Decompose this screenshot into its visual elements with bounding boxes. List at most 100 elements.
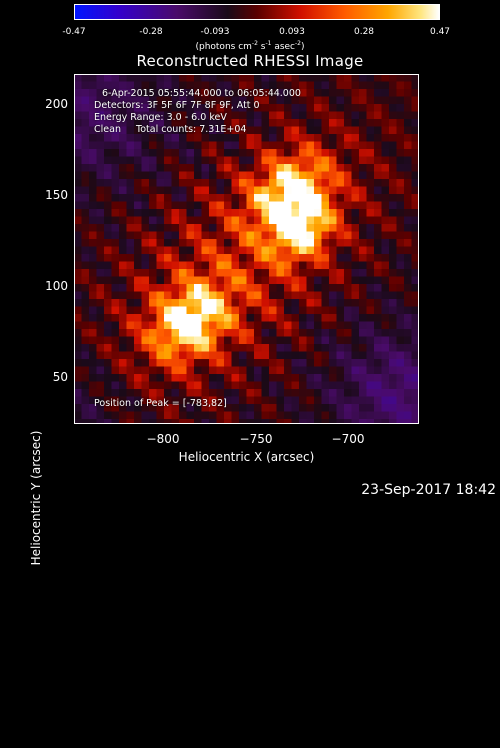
- heatmap-cell: [164, 119, 173, 128]
- heatmap-cell: [104, 89, 113, 98]
- heatmap-cell: [351, 216, 360, 225]
- heatmap-cell: [96, 329, 105, 338]
- heatmap-cell: [216, 381, 225, 390]
- heatmap-cell: [209, 321, 218, 330]
- heatmap-cell: [314, 359, 323, 368]
- heatmap-cell: [74, 149, 83, 158]
- heatmap-cell: [126, 366, 135, 375]
- heatmap-cell: [329, 126, 338, 135]
- heatmap-cell: [179, 156, 188, 165]
- heatmap-cell: [96, 359, 105, 368]
- heatmap-cell: [134, 186, 143, 195]
- heatmap-cell: [321, 366, 330, 375]
- heatmap-cell: [216, 209, 225, 218]
- heatmap-cell: [306, 209, 315, 218]
- heatmap-cell: [156, 156, 165, 165]
- heatmap-cell: [179, 404, 188, 413]
- heatmap-cell: [276, 209, 285, 218]
- heatmap-cell: [119, 216, 128, 225]
- heatmap-cell: [134, 224, 143, 233]
- heatmap-cell: [104, 246, 113, 255]
- heatmap-cell: [104, 201, 113, 210]
- heatmap-cell: [359, 366, 368, 375]
- heatmap-cell: [396, 411, 405, 420]
- heatmap-cell: [314, 126, 323, 135]
- heatmap-cell: [164, 306, 173, 315]
- heatmap-cell: [81, 224, 90, 233]
- heatmap-cell: [261, 224, 270, 233]
- heatmap-cell: [299, 96, 308, 105]
- heatmap-cell: [224, 96, 233, 105]
- heatmap-cell: [389, 306, 398, 315]
- heatmap-cell: [201, 74, 210, 83]
- heatmap-cell: [306, 231, 315, 240]
- heatmap-cell: [389, 389, 398, 398]
- heatmap-cell: [149, 156, 158, 165]
- heatmap-cell: [224, 141, 233, 150]
- heatmap-cell: [239, 246, 248, 255]
- heatmap-cell: [74, 314, 83, 323]
- heatmap-cell: [336, 149, 345, 158]
- heatmap-cell: [216, 134, 225, 143]
- heatmap-cell: [179, 141, 188, 150]
- heatmap-cell: [359, 126, 368, 135]
- heatmap-cell: [134, 321, 143, 330]
- heatmap-cell: [119, 329, 128, 338]
- annotation-time-range: 6-Apr-2015 05:55:44.000 to 06:05:44.000: [102, 88, 301, 99]
- heatmap-cell: [81, 119, 90, 128]
- heatmap-cell: [411, 81, 419, 90]
- heatmap-cell: [239, 216, 248, 225]
- heatmap-cell: [134, 104, 143, 113]
- heatmap-cell: [306, 254, 315, 263]
- heatmap-cell: [396, 194, 405, 203]
- heatmap-cell: [261, 111, 270, 120]
- heatmap-cell: [201, 216, 210, 225]
- heatmap-cell: [344, 284, 353, 293]
- heatmap-cell: [179, 389, 188, 398]
- heatmap-cell: [336, 111, 345, 120]
- heatmap-cell: [126, 246, 135, 255]
- heatmap-cell: [329, 194, 338, 203]
- heatmap-cell: [126, 336, 135, 345]
- heatmap-cell: [299, 134, 308, 143]
- heatmap-cell: [156, 254, 165, 263]
- heatmap-cell: [209, 411, 218, 420]
- heatmap-cell: [186, 291, 195, 300]
- heatmap-cell: [359, 389, 368, 398]
- heatmap-cell: [119, 321, 128, 330]
- heatmap-cell: [396, 186, 405, 195]
- heatmap-cell: [224, 381, 233, 390]
- heatmap-cell: [209, 254, 218, 263]
- heatmap-cell: [156, 321, 165, 330]
- heatmap-cell: [194, 81, 203, 90]
- heatmap-cell: [246, 291, 255, 300]
- heatmap-cell: [186, 254, 195, 263]
- heatmap-cell: [224, 329, 233, 338]
- heatmap-cell: [156, 194, 165, 203]
- heatmap-cell: [231, 246, 240, 255]
- heatmap-cell: [351, 411, 360, 420]
- heatmap-cell: [149, 389, 158, 398]
- heatmap-cell: [194, 366, 203, 375]
- heatmap-cell: [149, 261, 158, 270]
- heatmap-cell: [224, 404, 233, 413]
- heatmap-cell: [366, 156, 375, 165]
- heatmap-cell: [261, 156, 270, 165]
- heatmap-cell: [374, 126, 383, 135]
- heatmap-cell: [216, 374, 225, 383]
- heatmap-cell: [321, 149, 330, 158]
- heatmap-cell: [239, 329, 248, 338]
- heatmap-cell: [216, 224, 225, 233]
- heatmap-cell: [224, 164, 233, 173]
- heatmap-cell: [314, 351, 323, 360]
- heatmap-cell: [299, 344, 308, 353]
- heatmap-cell: [89, 141, 98, 150]
- heatmap-cell: [381, 284, 390, 293]
- heatmap-cell: [216, 291, 225, 300]
- heatmap-cell: [164, 411, 173, 420]
- heatmap-cell: [276, 336, 285, 345]
- heatmap-cell: [209, 366, 218, 375]
- heatmap-cell: [111, 396, 120, 405]
- heatmap-cell: [179, 134, 188, 143]
- heatmap-cell: [104, 351, 113, 360]
